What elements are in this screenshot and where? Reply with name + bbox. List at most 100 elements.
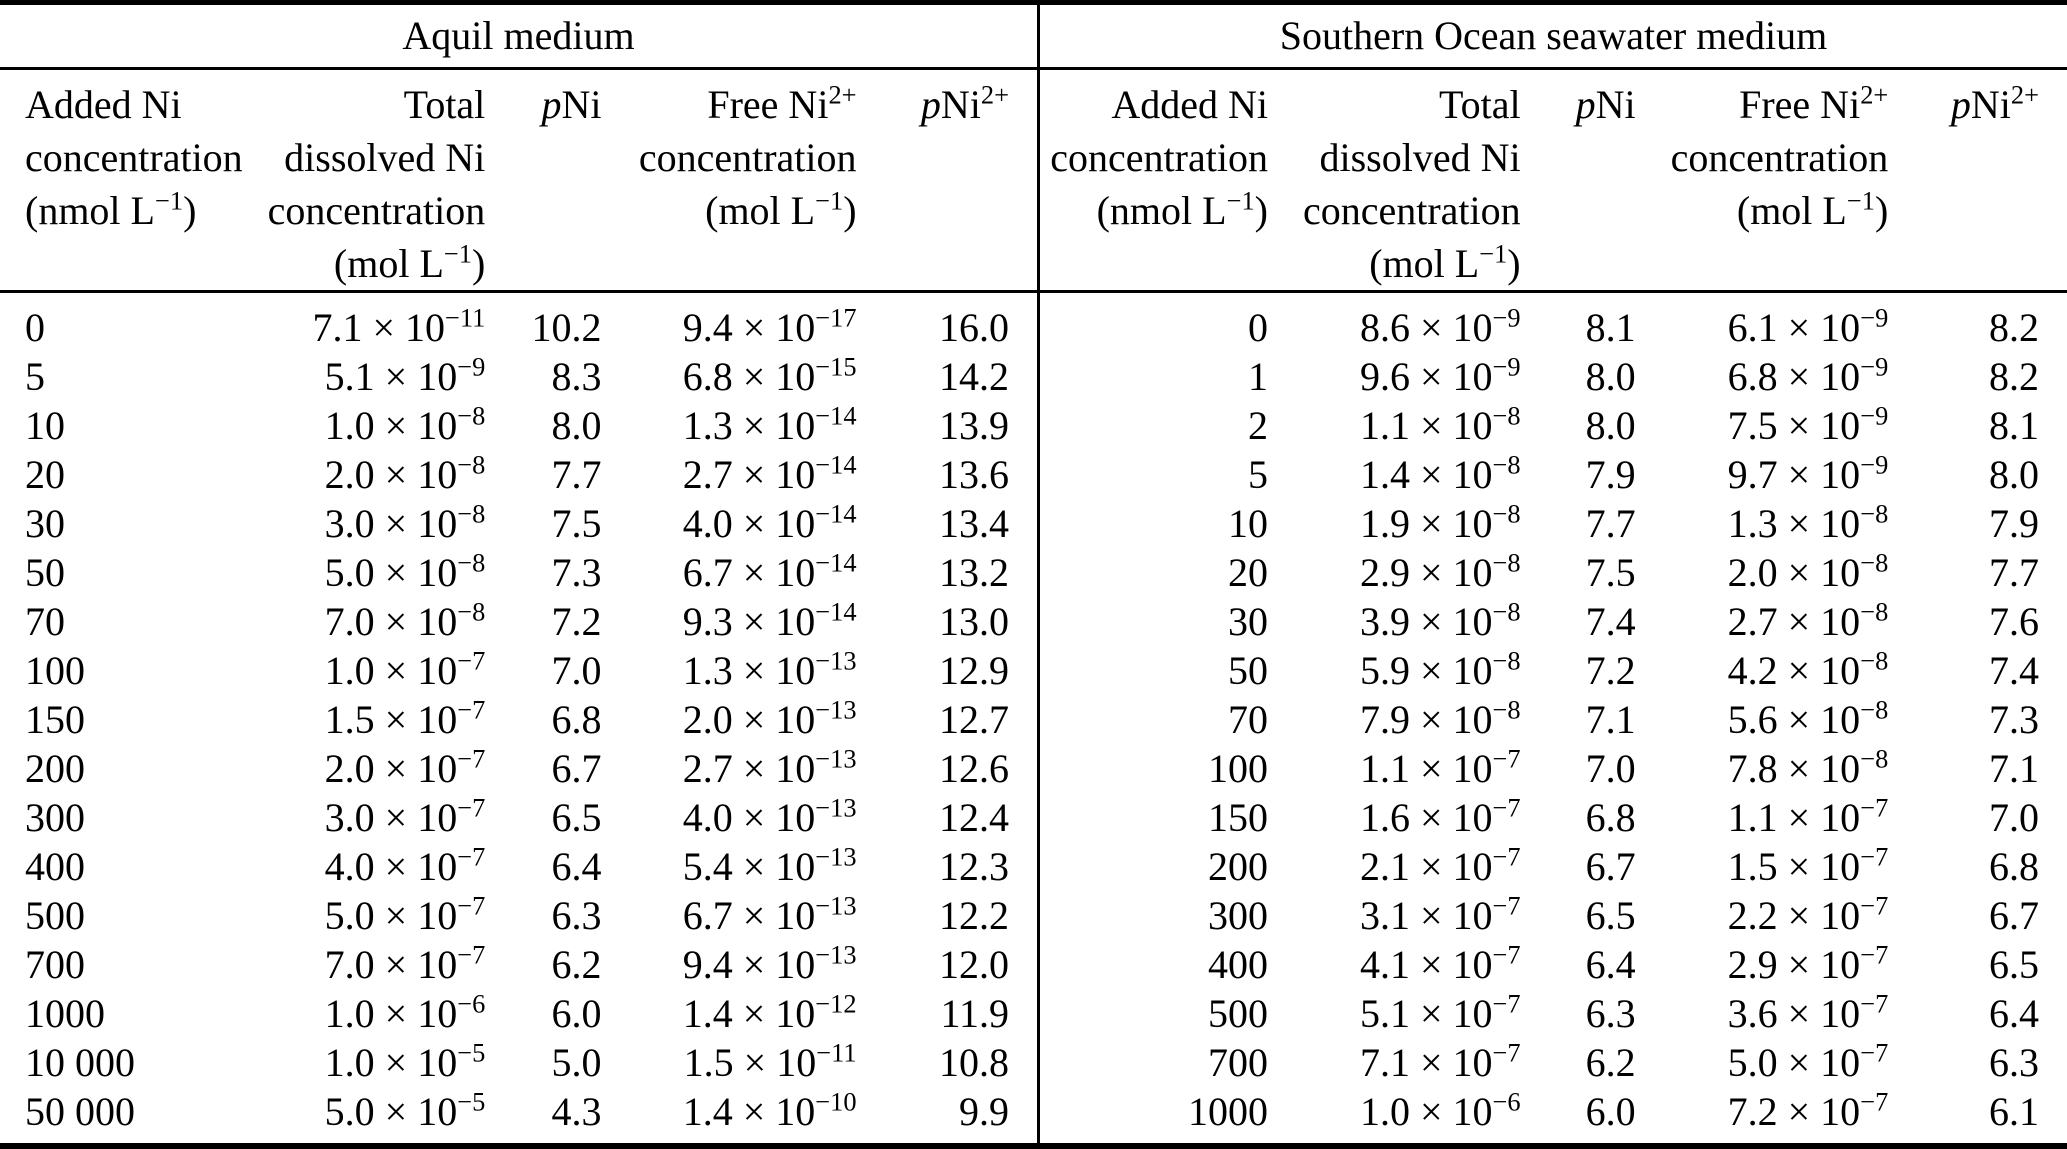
data-cell: 1 — [1247, 354, 1268, 399]
data-cell: 20 — [25, 452, 65, 497]
data-cell: 12.6 — [939, 746, 1009, 791]
data-cell: 1.0 × 10−5 — [324, 1037, 486, 1085]
data-cell: 6.0 — [551, 991, 602, 1036]
data-cell: 7.5 × 10−9 — [1727, 400, 1889, 448]
data-cell: 5 — [25, 354, 45, 399]
data-cell: 1.1 × 10−7 — [1727, 792, 1889, 840]
column-header: Free Ni2+ concentration (mol L−1) — [1670, 79, 1889, 233]
data-cell: 2.7 × 10−14 — [682, 449, 857, 497]
data-cell: 1000 — [1187, 1089, 1268, 1134]
data-cell: 3.1 × 10−7 — [1359, 890, 1521, 938]
southern-ocean-table-body: 0 8.6 × 10−9 8.1 6.1 × 10−9 8.2 1 9.6 × 10−9 8.… — [1040, 292, 2067, 1137]
data-cell: 12.2 — [939, 893, 1009, 938]
table-row: 500 5.0 × 10−7 6.3 6.7 × 10−13 12.2 — [0, 891, 1037, 940]
table-row: 5 1.4 × 10−8 7.9 9.7 × 10−9 8.0 — [1040, 450, 2067, 499]
data-cell: 70 — [1227, 697, 1268, 742]
data-cell: 5.6 × 10−8 — [1727, 694, 1889, 742]
data-cell: 9.4 × 10−17 — [682, 302, 857, 350]
data-cell: 1.1 × 10−7 — [1359, 743, 1521, 791]
data-cell: 9.4 × 10−13 — [682, 939, 857, 987]
table-row: 0 8.6 × 10−9 8.1 6.1 × 10−9 8.2 — [1040, 292, 2067, 353]
data-cell: 6.7 × 10−13 — [682, 890, 857, 938]
data-cell: 4.0 × 10−14 — [682, 498, 857, 546]
data-cell: 1.0 × 10−6 — [1359, 1086, 1521, 1134]
data-cell: 400 — [1207, 942, 1268, 987]
data-cell: 2.9 × 10−8 — [1359, 547, 1521, 595]
data-cell: 3.0 × 10−8 — [324, 498, 486, 546]
data-cell: 100 — [1207, 746, 1268, 791]
data-cell: 9.3 × 10−14 — [682, 596, 857, 644]
data-cell: 8.0 — [1989, 452, 2039, 497]
data-cell: 4.2 × 10−8 — [1727, 645, 1889, 693]
data-cell: 7.9 — [1585, 452, 1636, 497]
data-cell: 6.4 — [1989, 991, 2039, 1036]
data-cell: 1.5 × 10−7 — [324, 694, 486, 742]
data-cell: 100 — [25, 648, 85, 693]
data-cell: 1.0 × 10−6 — [324, 988, 486, 1036]
data-cell: 7.9 — [1989, 501, 2039, 546]
data-cell: 400 — [25, 844, 85, 889]
data-cell: 14.2 — [939, 354, 1009, 399]
table-row: 150 1.6 × 10−7 6.8 1.1 × 10−7 7.0 — [1040, 793, 2067, 842]
data-cell: 1.5 × 10−11 — [683, 1037, 857, 1085]
data-cell: 8.1 — [1989, 403, 2039, 448]
column-header: Free Ni2+ concentration (mol L−1) — [638, 79, 857, 233]
group-header-rule — [0, 67, 1037, 70]
data-cell: 5.0 × 10−5 — [324, 1086, 486, 1134]
table-row: 20 2.9 × 10−8 7.5 2.0 × 10−8 7.7 — [1040, 548, 2067, 597]
data-cell: 7.1 — [1585, 697, 1636, 742]
table-row: 5 5.1 × 10−9 8.3 6.8 × 10−15 14.2 — [0, 352, 1037, 401]
data-cell: 7.2 — [1585, 648, 1636, 693]
data-cell: 7.6 — [1989, 599, 2039, 644]
data-cell: 7.0 — [1989, 795, 2039, 840]
data-cell: 3.6 × 10−7 — [1727, 988, 1889, 1036]
data-cell: 1.3 × 10−14 — [682, 400, 857, 448]
table-row: 500 5.1 × 10−7 6.3 3.6 × 10−7 6.4 — [1040, 989, 2067, 1038]
data-cell: 5.0 × 10−7 — [1727, 1037, 1889, 1085]
data-cell: 6.3 — [1989, 1040, 2039, 1085]
data-cell: 6.3 — [551, 893, 602, 938]
data-cell: 70 — [25, 599, 65, 644]
column-header: pNi2+ — [920, 79, 1009, 127]
table-row: 300 3.0 × 10−7 6.5 4.0 × 10−13 12.4 — [0, 793, 1037, 842]
column-header: Total dissolved Ni concentration (mol L−1) — [267, 82, 486, 286]
table-row: 70 7.9 × 10−8 7.1 5.6 × 10−8 7.3 — [1040, 695, 2067, 744]
data-cell: 700 — [1207, 1040, 1268, 1085]
data-cell: 7.0 — [551, 648, 602, 693]
group-title-southern-ocean: Southern Ocean seawater medium — [1279, 13, 1828, 58]
data-cell: 500 — [25, 893, 85, 938]
column-header: pNi — [541, 82, 602, 127]
data-cell: 6.3 — [1585, 991, 1636, 1036]
data-cell: 3.0 × 10−7 — [324, 792, 486, 840]
data-cell: 6.4 — [1585, 942, 1636, 987]
data-cell: 2.0 × 10−8 — [324, 449, 486, 497]
column-header: Added Ni concentration (nmol L−1) — [1050, 82, 1268, 233]
data-cell: 6.7 — [1989, 893, 2039, 938]
data-cell: 50 — [25, 550, 65, 595]
table-row: 10 000 1.0 × 10−5 5.0 1.5 × 10−11 10.8 — [0, 1038, 1037, 1087]
table-row: 30 3.9 × 10−8 7.4 2.7 × 10−8 7.6 — [1040, 597, 2067, 646]
table-row: 1 9.6 × 10−9 8.0 6.8 × 10−9 8.2 — [1040, 352, 2067, 401]
data-cell: 7.7 — [1585, 501, 1636, 546]
data-cell: 6.8 — [1585, 795, 1636, 840]
data-cell: 1.3 × 10−8 — [1727, 498, 1889, 546]
data-cell: 1.3 × 10−13 — [682, 645, 857, 693]
table-row: 100 1.1 × 10−7 7.0 7.8 × 10−8 7.1 — [1040, 744, 2067, 793]
data-cell: 16.0 — [939, 305, 1009, 350]
data-cell: 8.0 — [551, 403, 602, 448]
data-cell: 2.1 × 10−7 — [1359, 841, 1521, 889]
data-cell: 8.3 — [551, 354, 602, 399]
data-cell: 1.1 × 10−8 — [1359, 400, 1521, 448]
data-cell: 6.5 — [1989, 942, 2039, 987]
data-cell: 6.8 × 10−15 — [682, 351, 857, 399]
data-cell: 2.0 × 10−7 — [324, 743, 486, 791]
data-cell: 5.0 × 10−7 — [324, 890, 486, 938]
data-cell: 1.6 × 10−7 — [1359, 792, 1521, 840]
data-cell: 7.1 × 10−11 — [312, 302, 486, 350]
data-cell: 7.1 × 10−7 — [1359, 1037, 1521, 1085]
data-cell: 10 — [25, 403, 65, 448]
column-header: pNi — [1575, 82, 1636, 127]
data-cell: 10 — [1227, 501, 1268, 546]
data-cell: 1.4 × 10−12 — [682, 988, 857, 1036]
data-cell: 6.2 — [1585, 1040, 1636, 1085]
